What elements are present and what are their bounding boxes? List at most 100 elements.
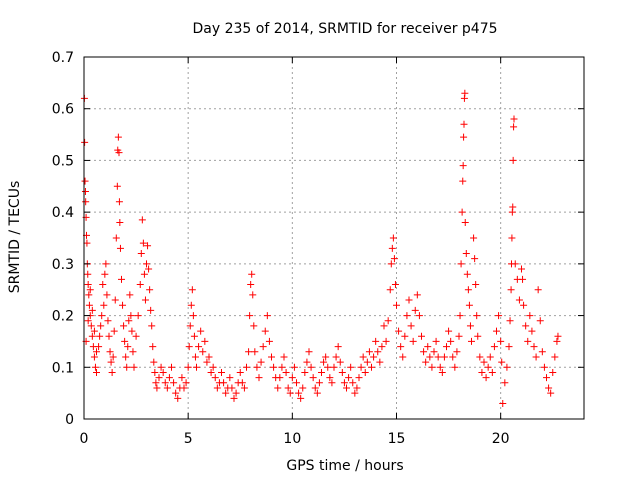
data-point bbox=[499, 399, 507, 407]
data-point bbox=[420, 348, 428, 356]
data-point bbox=[91, 363, 99, 371]
data-point bbox=[99, 281, 107, 289]
data-point bbox=[359, 353, 367, 361]
data-point bbox=[184, 363, 192, 371]
data-point bbox=[251, 348, 259, 356]
data-point bbox=[205, 353, 213, 361]
data-point bbox=[159, 368, 167, 376]
data-point bbox=[295, 389, 303, 397]
data-point bbox=[236, 368, 244, 376]
data-point bbox=[413, 291, 421, 299]
data-point bbox=[87, 322, 95, 330]
data-point bbox=[95, 343, 103, 351]
data-point bbox=[90, 327, 98, 335]
data-point bbox=[132, 332, 140, 340]
data-point bbox=[330, 363, 338, 371]
data-point bbox=[93, 368, 100, 376]
data-point bbox=[547, 389, 555, 397]
chart-title: Day 235 of 2014, SRMTID for receiver p47… bbox=[192, 21, 497, 37]
data-point bbox=[270, 363, 278, 371]
data-point bbox=[456, 312, 464, 320]
data-point bbox=[309, 374, 317, 382]
data-point bbox=[468, 337, 475, 345]
data-point bbox=[197, 327, 205, 335]
data-point bbox=[249, 291, 257, 299]
data-point bbox=[265, 337, 273, 345]
data-point bbox=[101, 270, 109, 278]
data-point bbox=[115, 149, 123, 157]
data-point bbox=[478, 368, 486, 376]
plot-frame bbox=[83, 56, 585, 420]
data-point bbox=[193, 363, 200, 371]
data-point bbox=[284, 384, 292, 392]
data-point bbox=[436, 363, 444, 371]
data-point bbox=[473, 312, 481, 320]
data-point bbox=[253, 363, 261, 371]
data-point bbox=[190, 332, 198, 340]
data-point bbox=[534, 286, 542, 294]
data-point bbox=[465, 301, 473, 309]
data-point bbox=[138, 216, 146, 224]
data-point bbox=[432, 337, 440, 345]
data-point bbox=[222, 389, 230, 397]
data-point bbox=[391, 281, 399, 289]
data-point bbox=[100, 301, 108, 309]
data-point bbox=[299, 384, 307, 392]
data-point bbox=[157, 363, 165, 371]
data-point bbox=[286, 389, 294, 397]
data-point bbox=[108, 368, 116, 376]
data-point bbox=[459, 162, 467, 170]
data-point bbox=[338, 368, 346, 376]
data-point bbox=[207, 368, 215, 376]
data-point bbox=[405, 296, 413, 304]
data-point bbox=[386, 286, 394, 294]
data-point bbox=[226, 374, 234, 382]
data-point bbox=[297, 394, 305, 402]
data-point bbox=[243, 363, 250, 371]
data-point bbox=[112, 234, 120, 242]
data-points bbox=[80, 89, 562, 407]
data-point bbox=[199, 348, 207, 356]
data-point bbox=[382, 337, 390, 345]
data-point bbox=[110, 327, 118, 335]
data-point bbox=[98, 312, 106, 320]
data-point bbox=[515, 296, 523, 304]
data-point bbox=[81, 177, 89, 185]
data-point bbox=[116, 218, 124, 226]
data-point bbox=[88, 332, 96, 340]
data-point bbox=[232, 389, 240, 397]
data-point bbox=[453, 348, 461, 356]
data-point bbox=[105, 332, 113, 340]
data-point bbox=[519, 275, 527, 283]
data-point bbox=[422, 358, 430, 366]
data-point bbox=[121, 337, 129, 345]
data-point bbox=[115, 198, 123, 206]
data-point bbox=[447, 337, 455, 345]
data-point bbox=[155, 374, 163, 382]
data-point bbox=[368, 363, 375, 371]
tick-labels: 0 0.1 0.2 0.3 0.4 0.5 0.6 0.7 0 5 10 15 20 bbox=[52, 50, 510, 447]
data-point bbox=[146, 286, 154, 294]
data-point bbox=[170, 379, 178, 387]
data-point bbox=[85, 291, 93, 299]
data-point bbox=[471, 255, 479, 263]
data-point bbox=[245, 348, 253, 356]
data-point bbox=[490, 343, 498, 351]
data-point bbox=[139, 239, 147, 247]
data-point bbox=[191, 353, 199, 361]
data-point bbox=[407, 322, 415, 330]
data-point bbox=[551, 353, 559, 361]
data-point bbox=[81, 187, 89, 195]
data-point bbox=[501, 379, 509, 387]
data-point bbox=[463, 270, 471, 278]
data-point bbox=[303, 358, 311, 366]
data-point bbox=[163, 384, 171, 392]
data-point bbox=[109, 353, 117, 361]
data-point bbox=[203, 358, 211, 366]
data-point bbox=[365, 348, 373, 356]
data-point bbox=[553, 337, 561, 345]
data-point bbox=[457, 260, 465, 268]
data-point bbox=[434, 353, 442, 361]
data-point bbox=[461, 89, 469, 97]
data-point bbox=[390, 255, 398, 263]
